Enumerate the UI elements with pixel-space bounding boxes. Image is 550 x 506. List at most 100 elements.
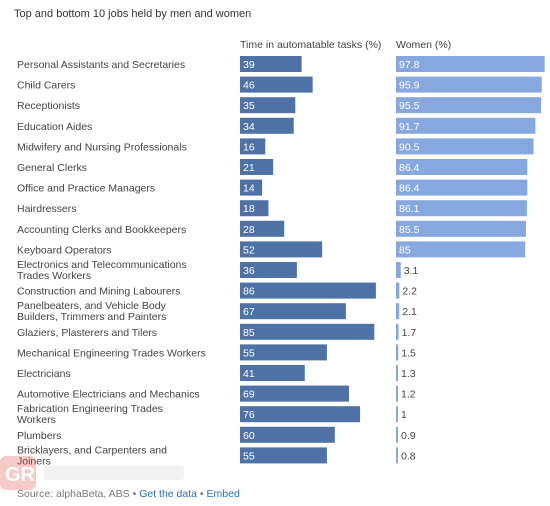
category-label: Electricians: [17, 368, 71, 380]
category-label: Automotive Electricians and Mechanics: [17, 389, 200, 401]
value-label-automatable: 16: [243, 141, 255, 153]
bar-automatable: [240, 76, 313, 93]
value-label-women: 97.8: [399, 59, 420, 71]
bar-women: [396, 262, 401, 278]
bar-automatable: [240, 406, 361, 423]
bar-women: [396, 426, 398, 443]
value-label-women: 85: [399, 244, 411, 256]
svg-text:GR: GR: [5, 464, 36, 486]
value-label-automatable: 55: [243, 347, 255, 359]
bar-automatable: [240, 282, 376, 299]
category-label: Hairdressers: [17, 203, 77, 215]
category-label: Accounting Clerks and Bookkeepers: [17, 224, 186, 236]
category-label: Fabrication Engineering Trades Workers: [17, 403, 163, 426]
column-header-women: Women (%): [396, 39, 451, 51]
category-label: Glaziers, Plasterers and Tilers: [17, 327, 157, 339]
bar-women: [396, 241, 526, 258]
category-label: Mechanical Engineering Trades Workers: [17, 347, 206, 359]
bar-automatable: [240, 138, 266, 155]
footer-separator-2: •: [199, 488, 204, 500]
source-label: Source: alphaBeta, ABS: [17, 488, 130, 500]
value-label-women: 1.3: [401, 368, 416, 380]
watermark-logo: GR: [0, 456, 184, 490]
bar-women: [396, 76, 542, 93]
bar-women: [396, 138, 534, 155]
bar-women: [396, 344, 399, 361]
bar-automatable: [240, 117, 294, 134]
value-label-automatable: 41: [243, 368, 255, 380]
value-label-women: 85.5: [399, 224, 420, 236]
bar-automatable: [240, 344, 327, 361]
value-label-automatable: 55: [243, 450, 255, 462]
category-label: Midwifery and Nursing Professionals: [17, 141, 187, 153]
bar-women: [396, 56, 545, 72]
value-label-automatable: 52: [243, 244, 255, 256]
category-label: Construction and Mining Labourers: [17, 286, 180, 298]
value-label-automatable: 28: [243, 224, 255, 236]
category-label: Electronics and Telecommunications Trades…: [17, 259, 187, 282]
value-label-automatable: 39: [243, 59, 255, 71]
bar-women: [396, 282, 400, 299]
value-label-automatable: 86: [243, 286, 255, 298]
bar-women: [396, 447, 398, 464]
category-label: Bricklayers, and Carpenters andJoiners: [17, 444, 167, 467]
value-label-automatable: 46: [243, 80, 255, 92]
bar-automatable: [240, 365, 305, 381]
get-data-link[interactable]: Get the data: [139, 488, 197, 500]
bar-women: [396, 303, 400, 320]
category-label: Personal Assistants and Secretaries: [17, 59, 185, 71]
bar-automatable: [240, 200, 269, 217]
bar-automatable: [240, 303, 346, 320]
bar-women: [396, 385, 398, 402]
value-label-women: 1.2: [401, 389, 416, 401]
category-label: Panelbeaters, and Vehicle Body Builders, …: [17, 300, 167, 323]
value-label-automatable: 18: [243, 203, 255, 215]
value-label-women: 1.7: [402, 327, 417, 339]
bar-automatable: [240, 323, 375, 340]
value-label-women: 86.4: [399, 162, 420, 174]
value-label-automatable: 67: [243, 306, 255, 318]
category-label: Keyboard Operators: [17, 244, 112, 256]
category-label: Receptionists: [17, 100, 80, 112]
value-label-women: 91.7: [399, 121, 420, 133]
value-label-automatable: 34: [243, 121, 255, 133]
value-label-women: 90.5: [399, 141, 420, 153]
bar-women: [396, 117, 536, 134]
value-label-automatable: 14: [243, 183, 255, 195]
bar-women: [396, 365, 398, 381]
bar-automatable: [240, 97, 296, 114]
footer-separator: •: [132, 488, 137, 500]
column-header-automatable: Time in automatable tasks (%): [240, 39, 381, 51]
value-label-women: 1.5: [401, 347, 416, 359]
bar-women: [396, 406, 398, 423]
value-label-women: 2.1: [402, 306, 417, 318]
bar-women: [396, 200, 527, 217]
bar-women: [396, 220, 526, 237]
value-label-women: 95.5: [399, 100, 420, 112]
value-label-automatable: 85: [243, 327, 255, 339]
bar-automatable: [240, 179, 263, 196]
value-label-automatable: 69: [243, 389, 255, 401]
value-label-women: 86.4: [399, 183, 420, 195]
value-label-women: 0.8: [401, 450, 416, 462]
chart-title: Top and bottom 10 jobs held by men and w…: [14, 8, 252, 20]
value-label-women: 86.1: [399, 203, 420, 215]
category-label: Education Aides: [17, 121, 92, 133]
bar-automatable: [240, 426, 335, 443]
bar-automatable: [240, 241, 323, 258]
bar-automatable: [240, 447, 327, 464]
value-label-women: 2.2: [402, 286, 417, 298]
value-label-women: 3.1: [404, 265, 419, 277]
category-label: General Clerks: [17, 162, 87, 174]
bar-women: [396, 159, 528, 175]
bar-automatable: [240, 56, 302, 72]
value-label-women: 0.9: [401, 430, 416, 442]
value-label-automatable: 60: [243, 430, 255, 442]
bar-automatable: [240, 262, 297, 278]
value-label-automatable: 35: [243, 100, 255, 112]
bar-automatable: [240, 159, 274, 175]
embed-link[interactable]: Embed: [206, 488, 240, 500]
category-label: Office and Practice Managers: [17, 183, 155, 195]
value-label-women: 95.9: [399, 80, 420, 92]
